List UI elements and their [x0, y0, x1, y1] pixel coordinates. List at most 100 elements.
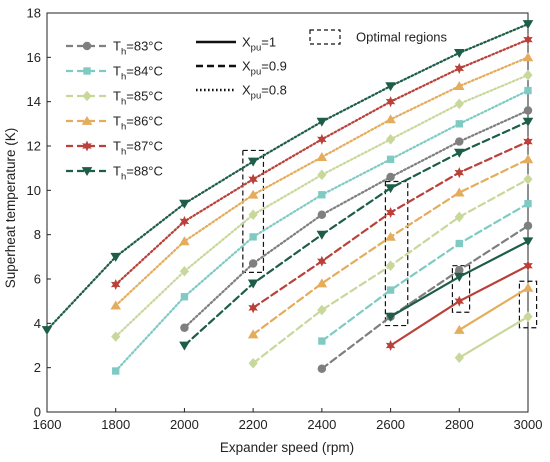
data-point-marker: [179, 236, 190, 246]
series-line: [45, 22, 530, 332]
data-point-marker: [523, 260, 533, 272]
series-th88-xpu1: [385, 237, 534, 322]
data-point-marker: [318, 337, 326, 345]
y-tick-label: 0: [34, 405, 41, 420]
x-tick-label: 2600: [376, 417, 405, 432]
data-point-marker: [523, 69, 533, 81]
data-point-marker: [179, 199, 190, 209]
data-point-marker: [317, 364, 327, 374]
data-point-marker: [454, 352, 464, 363]
data-point-marker: [316, 230, 328, 240]
data-point-marker: [247, 329, 259, 339]
data-point-marker: [248, 357, 258, 369]
legend-entry-xpu: Xpu=0.9: [196, 59, 287, 78]
data-point-marker: [453, 48, 465, 58]
legend-entry-th: Th=85°C: [66, 89, 163, 108]
data-point-marker: [317, 304, 327, 316]
legend-entry-optimal: Optimal regions: [309, 29, 448, 45]
x-tick-label: 2400: [307, 417, 336, 432]
legend-label: Xpu=0.8: [242, 83, 287, 102]
legend-marker: [83, 67, 91, 75]
data-point-marker: [385, 260, 396, 271]
optimal-region-box: [518, 280, 538, 329]
data-point-marker: [455, 120, 463, 128]
x-tick-label: 2800: [445, 417, 474, 432]
y-tick-label: 2: [34, 360, 41, 375]
series-line: [252, 140, 530, 309]
series-th84-xpu0_8: [112, 86, 532, 375]
series-th86-xpu0_8: [110, 52, 534, 310]
data-point-marker: [179, 265, 190, 277]
data-point-marker: [385, 82, 396, 92]
data-point-marker: [248, 302, 258, 314]
legend-box-swatch: [309, 29, 341, 45]
legend-label: Xpu=0.9: [242, 59, 287, 78]
data-point-marker: [455, 239, 463, 248]
y-tick-label: 18: [27, 6, 41, 21]
series-th85-xpu0_8: [111, 69, 533, 342]
data-point-marker: [454, 295, 465, 307]
series-th86-xpu0_9: [247, 154, 534, 339]
y-tick-label: 6: [34, 272, 41, 287]
data-point-marker: [522, 154, 534, 164]
legend-marker: [81, 115, 93, 125]
data-point-marker: [385, 184, 396, 194]
series-line: [320, 224, 530, 370]
data-point-marker: [317, 169, 327, 181]
series-line: [114, 56, 530, 307]
y-tick-label: 12: [27, 139, 41, 154]
series-th85-xpu0_9: [248, 173, 533, 369]
data-point-marker: [523, 173, 533, 185]
data-point-marker: [110, 300, 122, 310]
y-tick-label: 8: [34, 227, 41, 242]
legend-marker: [82, 41, 92, 51]
data-point-marker: [247, 189, 259, 199]
legend-entry-th: Th=84°C: [66, 64, 163, 83]
data-point-marker: [385, 134, 396, 145]
data-point-marker: [522, 117, 534, 127]
data-point-marker: [385, 339, 396, 352]
data-point-marker: [455, 265, 464, 275]
y-tick-label: 14: [27, 94, 41, 109]
optimal-region-box: [242, 149, 265, 273]
data-point-marker: [248, 209, 258, 221]
series-th85-xpu1: [454, 311, 533, 363]
legend-label: Xpu=1: [242, 35, 276, 54]
series-th83-xpu0_8: [180, 106, 533, 332]
data-point-marker: [249, 233, 257, 241]
data-point-marker: [522, 237, 534, 247]
data-point-marker: [316, 278, 328, 288]
x-tick-label: 3000: [514, 417, 543, 432]
ticks: 1600 1800 2000 2200 2400 2600 2800 3000 0 2 4 6 8 10 1…: [27, 6, 543, 433]
data-point-marker: [454, 62, 465, 74]
legend-label: Optimal regions: [356, 30, 448, 45]
data-point-marker: [523, 221, 533, 231]
data-point-marker: [317, 133, 327, 145]
x-tick-label: 2200: [239, 417, 268, 432]
data-point-marker: [247, 279, 259, 289]
plot-border: [46, 12, 529, 413]
data-point-marker: [454, 98, 464, 110]
data-point-marker: [453, 187, 465, 197]
data-point-marker: [386, 286, 395, 294]
data-point-marker: [454, 167, 465, 179]
y-tick-label: 16: [27, 50, 41, 65]
optimal-region-box: [451, 265, 471, 313]
data-point-marker: [112, 367, 120, 375]
legend: Th=83°C Th=84°C Th=85°C Th=86°C Th=87°C Th=88…: [66, 29, 448, 183]
series-line: [183, 120, 530, 347]
data-point-marker: [247, 157, 259, 167]
series-th83-xpu0_9: [317, 221, 533, 374]
legend-marker: [82, 140, 92, 152]
data-point-marker: [318, 191, 326, 199]
series-line: [183, 109, 530, 329]
y-tick-label: 10: [27, 183, 41, 198]
legend-entry-th: Th=86°C: [66, 114, 163, 133]
series-th88-xpu0_9: [179, 117, 534, 351]
data-point-marker: [523, 34, 533, 46]
data-point-marker: [386, 155, 395, 163]
data-point-marker: [523, 106, 533, 115]
legend-entry-th: Th=87°C: [66, 139, 163, 158]
y-axis-title: Superheat temperature (K): [3, 128, 18, 289]
x-tick-label: 2000: [170, 417, 199, 432]
